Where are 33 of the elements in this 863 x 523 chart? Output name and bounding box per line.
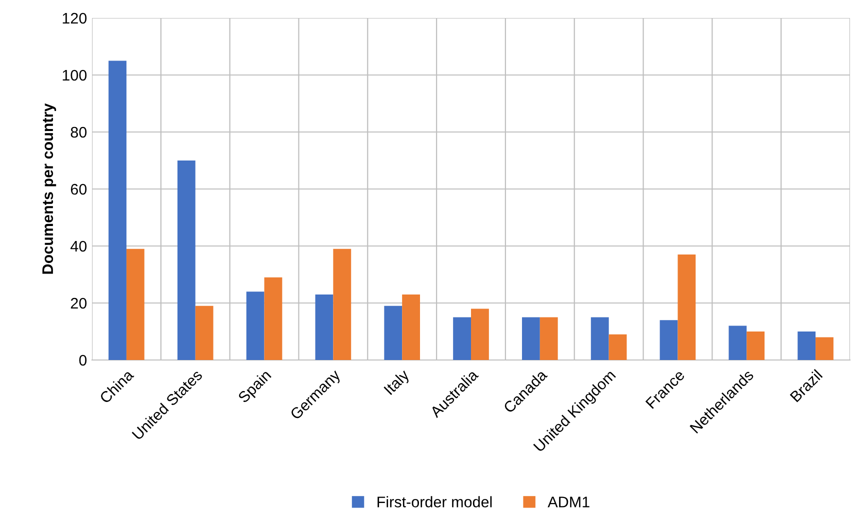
bar: [522, 317, 540, 360]
bar: [264, 277, 282, 360]
bar: [384, 306, 402, 360]
bar: [333, 248, 352, 360]
y-tick-label: 0: [79, 354, 87, 366]
y-tick-label: 60: [70, 184, 87, 195]
y-tick-label: 120: [62, 12, 87, 24]
bar: [728, 326, 747, 360]
y-tick-label: 40: [70, 240, 87, 252]
bar: [402, 294, 420, 360]
legend-label: ADM1: [548, 496, 590, 508]
bar: [471, 308, 489, 360]
bar: [315, 294, 334, 360]
bar: [540, 317, 558, 360]
bar: [177, 160, 196, 360]
bar: [108, 60, 126, 360]
bar: [746, 332, 765, 360]
legend-label: First-order model: [378, 496, 492, 508]
x-tick-label: Italy: [383, 368, 412, 398]
bar: [590, 317, 609, 360]
bar: [816, 337, 834, 360]
bar: [453, 317, 471, 360]
bar: [246, 292, 264, 360]
bar: [660, 320, 678, 360]
y-axis-title: Documents per country: [42, 103, 56, 274]
y-tick-label: 20: [70, 298, 87, 309]
bar: [195, 306, 214, 360]
bar: [126, 248, 144, 360]
bar: [678, 254, 696, 360]
bar: [798, 332, 816, 360]
y-tick-label: 100: [62, 70, 87, 81]
bar: [608, 334, 627, 360]
y-tick-label: 80: [70, 126, 87, 138]
